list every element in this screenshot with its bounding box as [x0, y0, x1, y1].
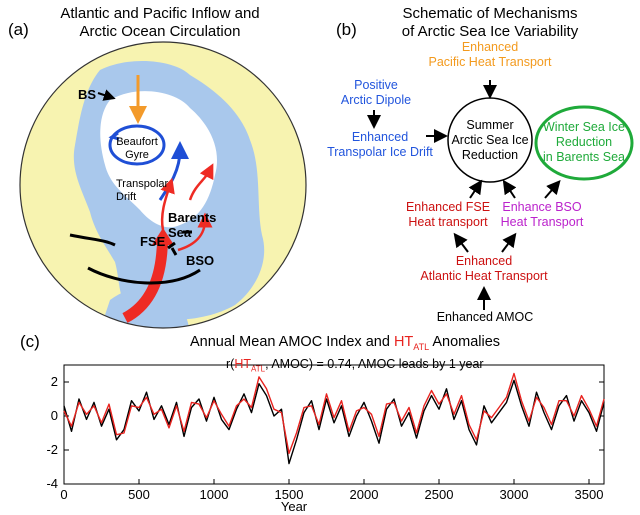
panel-b-title-line2: of Arctic Sea Ice Variability — [401, 23, 579, 40]
series-line-htatl — [63, 372, 605, 455]
x-tick-label: 3000 — [500, 487, 529, 502]
node-summer-line2: Arctic Sea Ice — [451, 133, 529, 147]
annot-sub: ATL — [251, 364, 266, 374]
fse-branch-arrow — [160, 177, 175, 231]
panel-a-title: Atlantic and Pacific Inflow and Arctic O… — [40, 5, 280, 41]
beaufort-gyre-label: Beaufort Gyre — [114, 136, 160, 162]
node-fse-line2: Heat transport — [408, 215, 488, 229]
annot-rest: , AMOC) = 0.74, AMOC leads by 1 year — [265, 357, 484, 371]
barents-line2: Sea — [168, 225, 192, 240]
plot-frame — [63, 364, 605, 485]
node-fse-line1: Enhanced FSE — [405, 200, 491, 214]
transpolar-line2: Drift — [116, 191, 137, 203]
x-tick-label: 2000 — [350, 487, 379, 502]
annot-ht: HT — [234, 357, 251, 371]
node-fse-heat: Enhanced FSE Heat transport — [398, 200, 498, 230]
arrow-bso-to-winter — [544, 179, 561, 199]
panel-c-title-suffix: Anomalies — [429, 334, 501, 350]
x-tick-label: 500 — [128, 487, 150, 502]
node-winter-line3: in Barents Sea — [543, 150, 625, 164]
y-tick-label: -4 — [46, 476, 58, 491]
node-pacific-line2: Pacific Heat Transport — [428, 55, 552, 69]
section-line-west — [69, 233, 116, 247]
amoc-ht-chart: 0 500 1000 1500 2000 2500 3000 3500 -4 -2 0 2 Year — [46, 364, 605, 514]
bs-label: BS — [78, 87, 97, 102]
x-tick-label: 3500 — [575, 487, 604, 502]
correlation-annotation: r(HTATL, AMOC) = 0.74, AMOC leads by 1 y… — [226, 357, 484, 374]
panel-b-label: (b) — [336, 20, 357, 39]
panel-a-label: (a) — [8, 20, 29, 39]
winter-reduction-ring — [534, 105, 634, 181]
x-tick-label: 0 — [60, 487, 67, 502]
section-line-south — [87, 266, 201, 285]
node-bso-heat: Enhance BSO Heat Transport — [494, 200, 590, 230]
arrow-atlantic-to-bso — [501, 232, 517, 253]
y-tick-label: 0 — [51, 408, 58, 423]
barents-line1: Barents — [168, 210, 217, 225]
node-summer-line1: Summer — [466, 118, 514, 132]
node-atlantic-line1: Enhanced — [455, 254, 513, 268]
bs-pointer — [97, 89, 116, 101]
transpolar-line1: Transpolar — [116, 178, 169, 190]
node-winter-reduction: Winter Sea Ice Reduction in Barents Sea — [540, 120, 628, 165]
beaufort-gyre-ring — [108, 124, 166, 166]
node-winter-line1: Winter Sea Ice — [543, 120, 625, 134]
transpolar-drift-label: Transpolar Drift — [116, 178, 168, 204]
x-tick-label: 2500 — [425, 487, 454, 502]
beaufort-line2: Gyre — [125, 149, 149, 161]
node-transpolar-drift: Enhanced Transpolar Ice Drift — [320, 130, 440, 160]
series-line-amoc — [63, 379, 605, 465]
atlantic-inflow-arrow — [122, 239, 169, 323]
node-dipole-line2: Arctic Dipole — [340, 93, 412, 107]
barents-branch-arrow — [188, 163, 214, 201]
panel-b-title: Schematic of Mechanisms of Arctic Sea Ic… — [380, 5, 600, 41]
node-bso-line2: Heat Transport — [500, 215, 584, 229]
bso-branch-arrow — [177, 212, 213, 252]
y-tick-label: 2 — [51, 374, 58, 389]
panel-a-title-line2: Arctic Ocean Circulation — [79, 23, 241, 40]
x-tick-label: 1000 — [200, 487, 229, 502]
transpolar-drift-arrow — [158, 141, 189, 201]
node-transpolar-line1: Enhanced — [351, 130, 409, 144]
barents-sea-label: Barents Sea — [168, 210, 216, 240]
node-bso-line1: Enhance BSO — [502, 200, 582, 214]
arrow-bso-to-summer — [502, 179, 517, 199]
fse-label: FSE — [140, 234, 166, 249]
node-summer-reduction: Summer Arctic Sea Ice Reduction — [450, 118, 530, 163]
bso-label: BSO — [186, 253, 215, 268]
panel-c-title-prefix: Annual Mean AMOC Index and — [190, 334, 394, 350]
panel-c-title: Annual Mean AMOC Index and HTATL Anomali… — [190, 334, 500, 352]
node-pacific-line1: Enhanced — [461, 40, 519, 54]
beaufort-line1: Beaufort — [116, 136, 158, 148]
panel-b-title-line1: Schematic of Mechanisms — [402, 5, 578, 22]
node-transpolar-line2: Transpolar Ice Drift — [327, 145, 433, 159]
panel-c-label: (c) — [20, 332, 40, 351]
annot-r: r( — [226, 357, 235, 371]
gyre-arrowhead — [108, 131, 120, 141]
fse-gate — [167, 241, 178, 256]
y-tick-label: -2 — [46, 442, 58, 457]
node-summer-line3: Reduction — [461, 148, 519, 162]
node-atlantic-heat: Enhanced Atlantic Heat Transport — [414, 254, 554, 284]
node-enhanced-amoc: Enhanced AMOC — [436, 310, 534, 324]
panel-a-title-line1: Atlantic and Pacific Inflow and — [60, 5, 260, 22]
arrow-atlantic-to-fse — [453, 232, 469, 253]
arctic-map — [19, 41, 307, 329]
node-winter-line2: Reduction — [555, 135, 613, 149]
mechanism-schematic — [367, 80, 634, 310]
node-atlantic-line2: Atlantic Heat Transport — [420, 269, 548, 283]
panel-c-title-sub: ATL — [413, 341, 430, 352]
atlantic-inflow-arrowhead — [152, 228, 174, 245]
panel-c-title-ht: HT — [393, 334, 414, 350]
x-axis-label: Year — [281, 499, 308, 514]
x-tick-label: 1500 — [275, 487, 304, 502]
globe-outline — [19, 41, 307, 329]
node-arctic-dipole: Positive Arctic Dipole — [334, 78, 418, 108]
arrow-fse-to-summer — [468, 179, 483, 199]
node-dipole-line1: Positive — [354, 78, 398, 92]
node-pacific-heat: Enhanced Pacific Heat Transport — [420, 40, 560, 70]
